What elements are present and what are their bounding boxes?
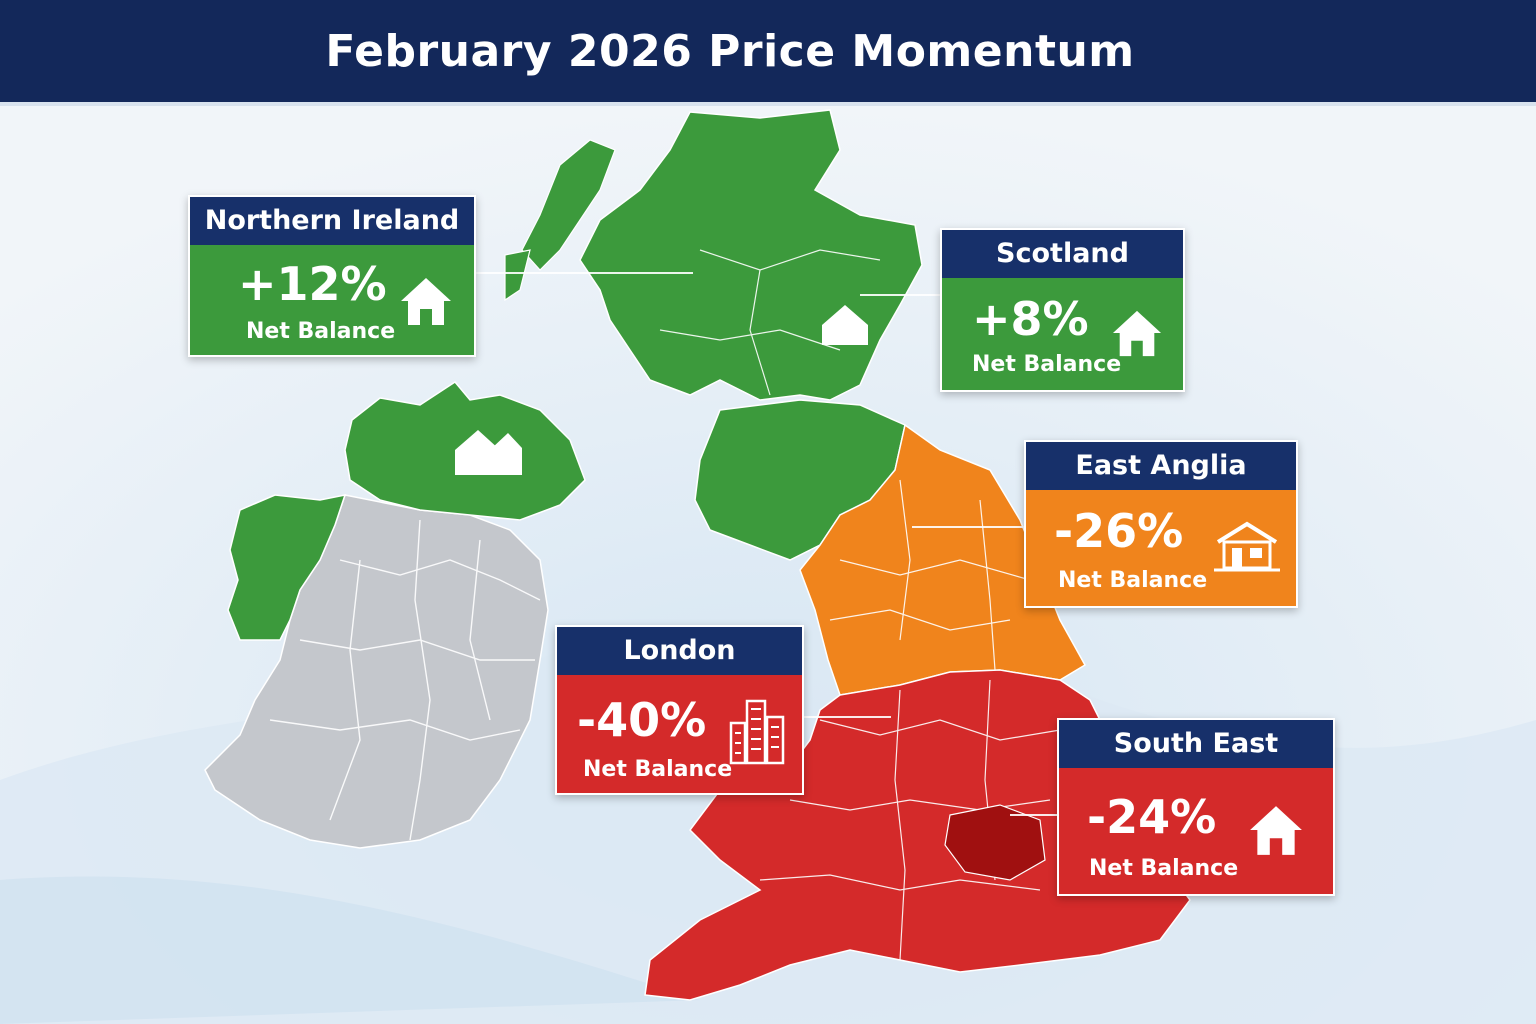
region-value: +8% — [972, 292, 1089, 346]
connector-line — [860, 294, 942, 296]
connector-line — [1010, 814, 1058, 816]
region-measure: Net Balance — [246, 319, 396, 344]
callout-south-east: South East -24% Net Balance — [1057, 718, 1335, 896]
region-value: -40% — [577, 693, 707, 747]
sea-swirl — [0, 876, 700, 1024]
region-name: Northern Ireland — [190, 197, 474, 245]
south-england-red-region — [644, 669, 1191, 1001]
house-icon — [1112, 310, 1162, 357]
connector-line — [912, 526, 1024, 528]
region-measure: Net Balance — [583, 757, 733, 782]
house-icon — [1250, 806, 1302, 855]
page-title: February 2026 Price Momentum — [325, 26, 1135, 77]
scotland-council-borders — [659, 249, 881, 396]
callout-northern-ireland: Northern Ireland +12% Net Balance — [188, 195, 476, 357]
region-value: -24% — [1087, 790, 1217, 844]
city-buildings-icon — [729, 699, 785, 765]
midlands-county-borders — [829, 479, 1031, 671]
london-region — [944, 804, 1046, 881]
region-measure: Net Balance — [972, 352, 1122, 377]
region-name: East Anglia — [1026, 442, 1296, 490]
region-name: South East — [1059, 720, 1333, 768]
scottish-isles-region — [504, 249, 531, 302]
region-name: London — [557, 627, 802, 675]
house-icon — [1214, 521, 1280, 572]
region-value: -26% — [1054, 504, 1184, 558]
connector-line — [473, 272, 693, 274]
ireland-county-borders — [269, 519, 541, 841]
scottish-isles-region — [521, 139, 616, 271]
region-measure: Net Balance — [1058, 568, 1208, 593]
house-icon — [401, 278, 451, 325]
callout-london: London -40% Net Balance — [555, 625, 804, 795]
house-icon — [455, 430, 522, 475]
connacht-green-region — [227, 494, 347, 641]
connector-line — [801, 716, 891, 718]
region-name: Scotland — [942, 230, 1183, 278]
house-icon — [822, 305, 868, 345]
callout-scotland: Scotland +8% Net Balance — [940, 228, 1185, 392]
region-value: +12% — [238, 257, 387, 311]
callout-east-anglia: East Anglia -26% Net Balance — [1024, 440, 1298, 608]
title-bar: February 2026 Price Momentum — [0, 0, 1536, 106]
region-measure: Net Balance — [1089, 856, 1239, 881]
